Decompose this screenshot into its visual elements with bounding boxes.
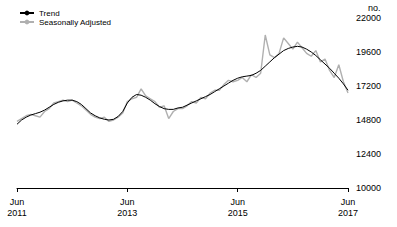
svg-text:Jun: Jun bbox=[120, 197, 135, 207]
svg-text:2013: 2013 bbox=[117, 208, 137, 218]
svg-text:no.: no. bbox=[368, 3, 381, 13]
svg-text:2015: 2015 bbox=[228, 208, 248, 218]
svg-text:Seasonally Adjusted: Seasonally Adjusted bbox=[39, 18, 111, 27]
svg-text:Jun: Jun bbox=[341, 197, 356, 207]
svg-text:14800: 14800 bbox=[356, 115, 381, 125]
svg-text:Trend: Trend bbox=[39, 9, 60, 18]
svg-text:22000: 22000 bbox=[356, 13, 381, 23]
svg-text:2017: 2017 bbox=[338, 208, 358, 218]
svg-text:12400: 12400 bbox=[356, 149, 381, 159]
svg-text:17200: 17200 bbox=[356, 81, 381, 91]
svg-text:10000: 10000 bbox=[356, 183, 381, 193]
svg-text:19600: 19600 bbox=[356, 47, 381, 57]
svg-text:2011: 2011 bbox=[7, 208, 26, 218]
svg-text:Jun: Jun bbox=[230, 197, 245, 207]
svg-text:Jun: Jun bbox=[10, 197, 25, 207]
